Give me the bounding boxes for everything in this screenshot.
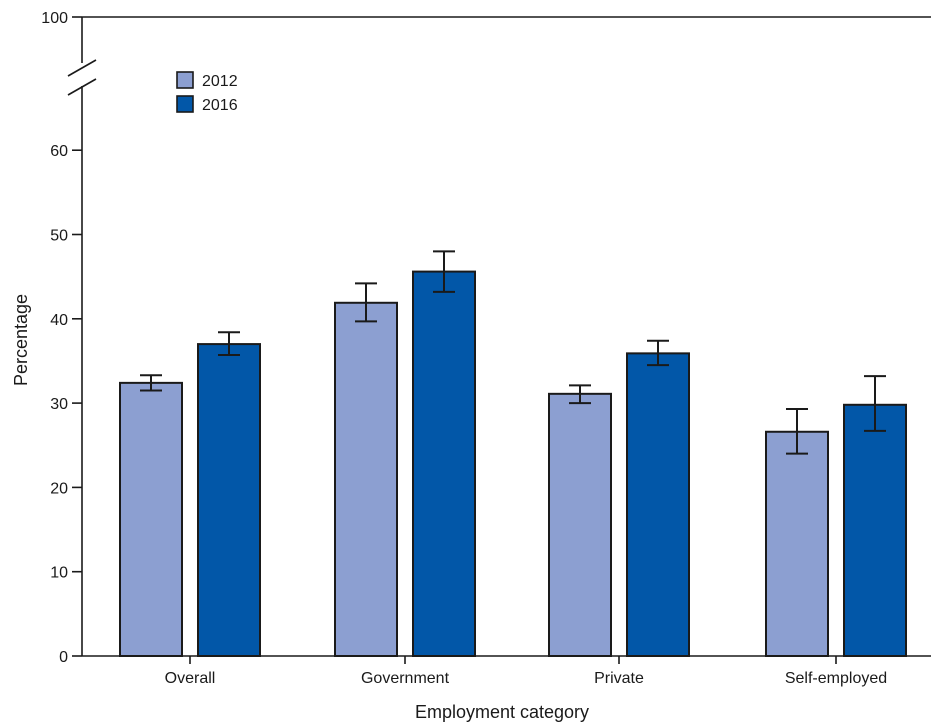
y-tick-label: 30 <box>50 396 68 413</box>
axis-break-mark <box>67 78 97 96</box>
legend-label-2012: 2012 <box>202 73 238 90</box>
x-tick-label: Government <box>361 670 450 687</box>
y-tick-label: 50 <box>50 228 68 245</box>
legend-label-2016: 2016 <box>202 97 238 114</box>
bar-2012-overall <box>119 381 183 657</box>
axis-break-mark <box>67 59 97 77</box>
x-tick-label: Overall <box>165 670 216 687</box>
bar-2016-overall <box>197 343 261 657</box>
y-tick-label: 20 <box>50 480 68 497</box>
y-axis-title: Percentage <box>11 294 31 386</box>
bar-2016-government <box>412 270 476 657</box>
y-tick-label: 0 <box>59 649 68 666</box>
y-tick-label: 60 <box>50 143 68 160</box>
x-axis-title: Employment category <box>415 702 589 722</box>
bars <box>119 270 907 658</box>
y-tick-label: 100 <box>41 10 68 27</box>
bar-2012-self-employed <box>765 430 829 657</box>
bar-2012-government <box>334 301 398 657</box>
legend: 2012 2016 <box>176 71 238 114</box>
bar-2016-self-employed <box>843 403 907 658</box>
y-tick-label: 10 <box>50 565 68 582</box>
x-axis-tick-labels: Overall Government Private Self-employed <box>165 656 887 687</box>
legend-swatch-2012 <box>176 71 194 89</box>
bar-2016-private <box>626 352 690 657</box>
x-tick-label: Self-employed <box>785 670 887 687</box>
y-axis-ticks: 0 10 20 30 40 50 60 100 <box>41 10 82 666</box>
x-tick-label: Private <box>594 670 644 687</box>
y-tick-label: 40 <box>50 312 68 329</box>
bar-2012-private <box>548 392 612 657</box>
error-bars <box>140 250 886 455</box>
legend-swatch-2016 <box>176 95 194 113</box>
